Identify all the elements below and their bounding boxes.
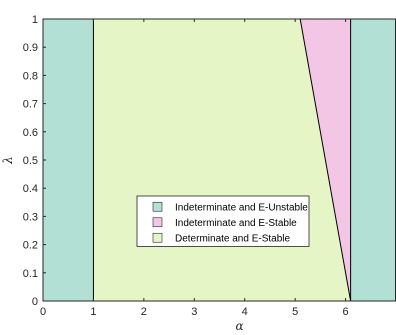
region-indeterminate-and-e-unstable-1 (350, 19, 396, 301)
legend-swatch (152, 217, 163, 228)
y-tick-label: 0.8 (23, 70, 38, 82)
y-axis-label: λ (1, 156, 15, 165)
y-tick-label: 0.2 (23, 240, 38, 252)
y-tick-label: 0.9 (23, 42, 38, 54)
x-axis: 0 1 2 3 4 5 6 (40, 19, 349, 318)
y-tick-label: 0 (32, 296, 38, 308)
region-indeterminate-and-e-unstable-0 (43, 19, 94, 301)
y-tick-label: 0.7 (23, 99, 38, 111)
x-tick-label: 4 (242, 306, 248, 318)
x-tick-label: 5 (292, 306, 298, 318)
x-tick-label: 6 (343, 306, 349, 318)
x-tick-label: 0 (40, 306, 46, 318)
y-tick-label: 0.5 (23, 155, 38, 167)
legend-label: Indeterminate and E-Stable (175, 218, 297, 229)
legend-label: Determinate and E-Stable (175, 233, 291, 244)
x-tick-label: 2 (141, 306, 147, 318)
x-tick-label: 3 (191, 306, 197, 318)
legend-swatch (152, 232, 163, 243)
y-tick-label: 1 (32, 14, 38, 26)
legend-swatch (152, 201, 163, 212)
legend-label: Indeterminate and E-Unstable (175, 202, 308, 213)
y-tick-label: 0.6 (23, 127, 38, 139)
legend-box (136, 195, 310, 247)
x-tick-label: 1 (90, 306, 96, 318)
boundary-layer (92, 18, 352, 302)
y-tick-label: 0.4 (23, 183, 38, 195)
y-axis: 0 0.1 0.2 0.3 0.4 0.5 0.6 0.7 0.8 0.9 1 (23, 14, 46, 308)
x-axis-label: α (235, 319, 243, 333)
boundary-line (299, 18, 352, 302)
legend: Indeterminate and E-Unstable Indeterminat… (136, 195, 310, 247)
y-tick-label: 0.1 (23, 268, 38, 280)
y-tick-label: 0.3 (23, 211, 38, 223)
